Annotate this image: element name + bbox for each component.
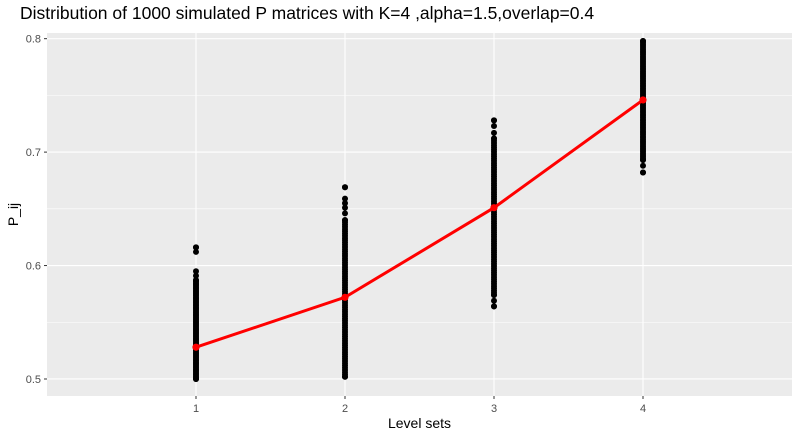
data-point	[342, 217, 348, 224]
data-point	[193, 248, 199, 255]
data-point	[640, 157, 646, 164]
data-point	[491, 292, 497, 299]
chart-title: Distribution of 1000 simulated P matrice…	[20, 3, 595, 23]
data-point	[491, 123, 497, 130]
data-point	[491, 303, 497, 310]
data-point	[342, 373, 348, 380]
data-point	[193, 375, 199, 382]
data-point	[640, 37, 646, 44]
mean-point	[490, 204, 498, 212]
data-point	[491, 135, 497, 142]
axes: 0.5 0.6 0.7 0.8 1 2 3 4	[26, 34, 646, 415]
x-tick-label: 3	[491, 403, 497, 415]
data-points	[193, 37, 646, 382]
data-point	[342, 200, 348, 207]
mean-point	[639, 96, 647, 104]
mean-line	[192, 96, 647, 351]
x-tick-label: 4	[640, 403, 646, 415]
y-tick-label: 0.5	[26, 374, 41, 386]
data-point	[491, 297, 497, 304]
y-tick-label: 0.7	[26, 147, 41, 159]
data-point	[342, 195, 348, 202]
y-tick-label: 0.8	[26, 34, 41, 46]
data-point	[342, 210, 348, 217]
data-point	[491, 117, 497, 124]
data-point	[491, 129, 497, 136]
data-point	[342, 204, 348, 211]
y-axis-title: P_ij	[5, 203, 21, 226]
mean-point	[341, 293, 349, 301]
mean-line-path	[195, 98, 644, 349]
data-point	[193, 272, 199, 279]
x-tick-label: 2	[342, 403, 348, 415]
y-tick-label: 0.6	[26, 261, 41, 273]
data-point	[193, 244, 199, 251]
x-tick-label: 1	[193, 403, 199, 415]
mean-point	[192, 343, 200, 351]
data-point	[640, 169, 646, 176]
data-point	[193, 268, 199, 275]
x-axis-title: Level sets	[388, 415, 451, 431]
data-point	[342, 184, 348, 191]
plot-panel	[47, 33, 792, 396]
data-point	[640, 162, 646, 169]
data-point	[193, 277, 199, 284]
